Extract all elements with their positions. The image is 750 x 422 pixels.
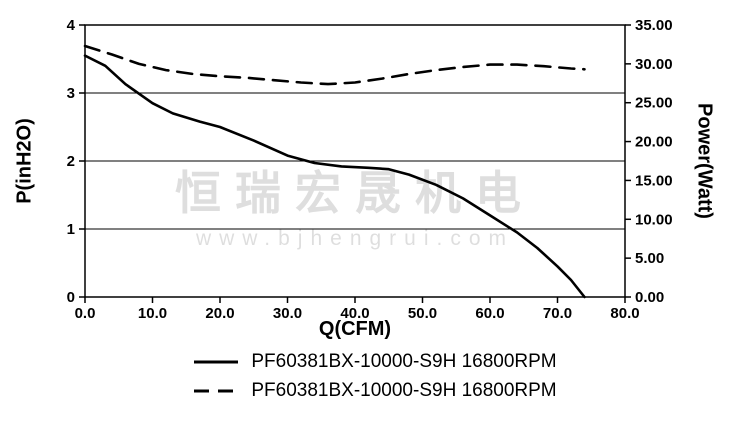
- svg-text:10.00: 10.00: [635, 211, 673, 228]
- legend-label-pressure: PF60381BX-10000-S9H 16800RPM: [251, 351, 557, 372]
- legend-line-dashed-icon: [194, 389, 239, 393]
- legend-item-power: PF60381BX-10000-S9H 16800RPM: [193, 380, 557, 402]
- watermark-url: www.bjhengrui.com: [195, 226, 515, 250]
- svg-text:5.00: 5.00: [635, 250, 664, 267]
- svg-text:4: 4: [67, 17, 76, 34]
- svg-text:50.0: 50.0: [408, 305, 437, 322]
- svg-text:60.0: 60.0: [475, 305, 504, 322]
- y-axis-label-left: P(inH2O): [13, 118, 36, 204]
- x-axis-label: Q(CFM): [318, 318, 392, 340]
- y-axis-label-right: Power(Watt): [693, 103, 716, 219]
- svg-text:1: 1: [67, 221, 75, 238]
- svg-text:3: 3: [67, 85, 75, 102]
- legend-item-pressure: PF60381BX-10000-S9H 16800RPM: [193, 351, 557, 373]
- svg-text:25.00: 25.00: [635, 95, 673, 112]
- svg-text:0.0: 0.0: [75, 305, 96, 322]
- svg-text:10.0: 10.0: [138, 305, 167, 322]
- watermark: 恒瑞宏晟机电 www.bjhengrui.com: [85, 168, 625, 251]
- svg-text:35.00: 35.00: [635, 17, 673, 34]
- svg-text:15.00: 15.00: [635, 172, 673, 189]
- legend-line-solid-icon: [194, 360, 239, 364]
- svg-text:30.00: 30.00: [635, 56, 673, 73]
- svg-text:40.0: 40.0: [340, 305, 369, 322]
- watermark-title: 恒瑞宏晟机电: [175, 167, 535, 219]
- svg-text:0: 0: [67, 289, 75, 306]
- chart-legend: PF60381BX-10000-S9H 16800RPM PF60381BX-1…: [0, 351, 750, 402]
- svg-text:2: 2: [67, 153, 75, 170]
- svg-text:80.0: 80.0: [610, 305, 639, 322]
- svg-text:0.00: 0.00: [635, 289, 664, 306]
- legend-label-power: PF60381BX-10000-S9H 16800RPM: [251, 380, 557, 401]
- svg-text:20.0: 20.0: [205, 305, 234, 322]
- svg-text:30.0: 30.0: [273, 305, 302, 322]
- svg-text:20.00: 20.00: [635, 134, 673, 151]
- svg-text:70.0: 70.0: [543, 305, 572, 322]
